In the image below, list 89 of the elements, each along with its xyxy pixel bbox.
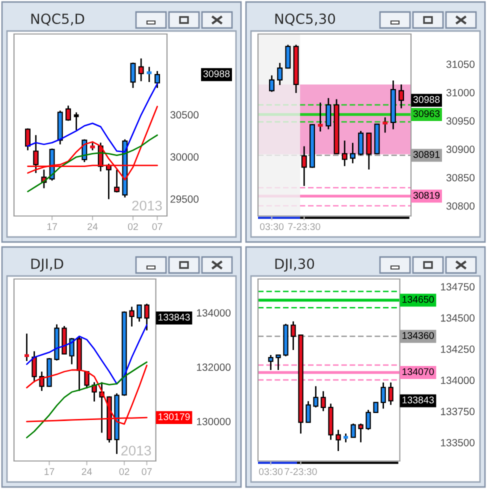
y-tick-label: 30500 [170,111,199,119]
candlestick [350,422,356,438]
chart-title: NQC5,30 [275,14,336,26]
ref-line-label: 134070 [402,368,434,376]
line-series [26,361,148,438]
candlestick [114,168,120,194]
candlestick [32,350,37,383]
line-series [27,134,158,192]
x-tick-label: 03:30 [260,223,284,230]
text: 133843 [402,396,434,404]
candlestick [350,142,356,164]
ref-line-label: 30819 [413,192,440,199]
y-tick-label: 134750 [440,283,475,291]
candlestick [326,97,332,130]
x-tick-label: 07 [152,223,162,230]
candlestick [366,409,371,431]
x-tick-label: 7-23:30 [288,223,320,230]
text: 30988 [413,96,440,103]
ref-line-label: 30963 [413,110,440,118]
annotation: 2013 [121,446,151,456]
candlestick [366,132,372,170]
x-tick-label: 7-23:30 [284,468,317,476]
chart-title: DJI,D [31,258,64,272]
y-tick-label: 30950 [446,117,475,125]
x-tick-label: 03:30 [258,468,283,476]
candlestick [138,58,144,82]
chart-title: NQC5,D [31,14,84,26]
candlestick [301,146,307,187]
candlestick [154,70,160,89]
candlestick [25,128,31,151]
candlestick [358,130,364,156]
x-tick-label: 17 [47,223,57,230]
candlestick [269,74,275,93]
y-tick-label: 29500 [170,195,199,203]
y-tick-label: 130000 [196,418,231,426]
candlestick [313,386,318,408]
candlestick [306,400,311,424]
candlestick [33,134,39,174]
candlestick [39,370,44,392]
y-tick-label: 30900 [446,146,475,154]
x-tick-label: 17 [44,468,54,475]
candlestick [276,354,281,371]
data-label: 130179 [158,413,190,420]
candlestick [336,429,341,452]
y-tick-label: 132000 [196,364,231,371]
candlestick [388,382,394,406]
candlestick [398,84,404,109]
x-tick-label: 24 [88,223,98,230]
ref-line-label: 30891 [413,151,440,158]
candlestick [277,62,283,86]
candlestick [144,303,150,332]
candlestick [290,320,296,351]
candlestick [65,104,71,122]
ref-line-label: 134360 [402,332,434,339]
candlestick [92,382,97,402]
candlestick [129,306,134,328]
y-tick-label: 134000 [196,309,231,317]
y-tick-label: 134500 [440,314,475,322]
line-series [26,324,148,385]
y-tick-label: 134250 [440,345,475,353]
y-tick-label: 133750 [440,408,475,416]
candlestick [380,382,386,410]
y-tick-label: 30000 [170,153,199,161]
text: 133843 [158,314,190,321]
line-series [27,106,158,180]
candlestick [268,354,274,371]
candlestick [342,140,348,167]
y-tick-label: 134000 [440,376,475,384]
y-tick-label: 31000 [446,88,475,96]
x-tick-label: 07 [142,468,152,476]
y-tick-label: 30800 [446,202,475,210]
candlestick [84,370,90,390]
candlestick [136,304,142,322]
candlestick [358,422,364,443]
candlestick [373,402,378,413]
y-tick-label: 30850 [446,174,475,182]
candlestick [130,62,136,89]
x-tick-label: 02 [128,223,138,230]
ref-line-label: 134650 [402,296,434,303]
x-tick-label: 24 [82,468,92,475]
candlestick [320,390,326,412]
x-tick-label: 02 [119,468,130,476]
y-tick-label: 133500 [440,438,475,446]
candlestick [285,44,291,70]
line-series [26,364,148,425]
y-tick-label: 31050 [446,60,475,68]
text: 30988 [203,70,230,78]
chart-title: DJI,30 [275,258,314,272]
annotation: 2013 [132,200,162,211]
